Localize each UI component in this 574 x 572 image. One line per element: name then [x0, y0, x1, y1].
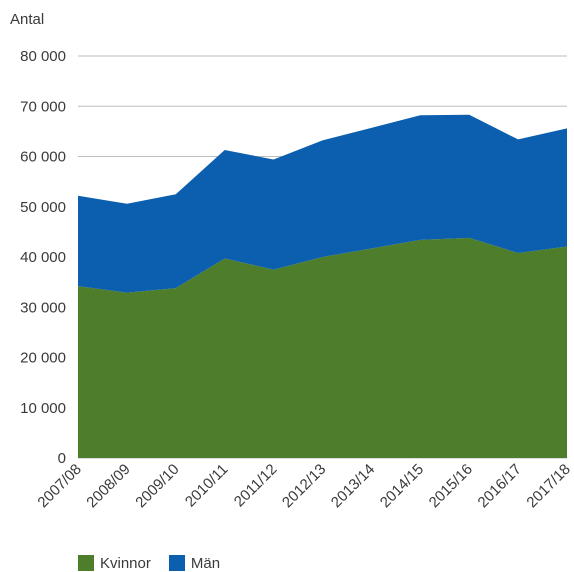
- y-tick-label: 50 000: [20, 199, 66, 216]
- y-tick-label: 20 000: [20, 350, 66, 367]
- y-tick-label: 40 000: [20, 249, 66, 266]
- y-tick-label: 0: [58, 450, 66, 467]
- area-chart: 0 10 000 20 000 30 000 40 000 50 000 60 000 70 …: [10, 11, 574, 511]
- legend-item-man: Män: [168, 554, 221, 572]
- y-tick-label: 30 000: [20, 299, 66, 316]
- legend-label-man: Män: [190, 554, 221, 572]
- area-kvinnor: [78, 237, 567, 458]
- x-tick-label: 2016/17: [475, 461, 525, 511]
- y-axis-title: Antal: [10, 11, 44, 28]
- area-series: [78, 114, 567, 458]
- area-man: [78, 114, 567, 293]
- legend-swatch-man: [168, 555, 185, 571]
- x-tick-label: 2012/13: [279, 461, 329, 511]
- x-tick-label: 2010/11: [182, 461, 232, 511]
- x-tick-label: 2017/18: [523, 461, 573, 511]
- y-tick-label: 70 000: [20, 98, 66, 115]
- legend-label-kvinnor: Kvinnor: [100, 554, 151, 572]
- x-tick-label: 2014/15: [377, 461, 427, 511]
- x-tick-label: 2013/14: [328, 461, 378, 511]
- y-tick-label: 10 000: [20, 400, 66, 417]
- x-tick-label: 2011/12: [231, 461, 281, 511]
- x-tick-label: 2009/10: [132, 461, 182, 511]
- x-tick-label: 2015/16: [426, 461, 476, 511]
- y-tick-label: 80 000: [20, 48, 66, 65]
- x-tick-label: 2007/08: [34, 461, 84, 511]
- legend: Kvinnor Män: [78, 554, 220, 572]
- y-tick-label: 60 000: [20, 149, 66, 166]
- x-tick-label: 2008/09: [83, 461, 133, 511]
- legend-item-kvinnor: Kvinnor: [78, 555, 151, 572]
- legend-swatch-kvinnor: [78, 555, 94, 571]
